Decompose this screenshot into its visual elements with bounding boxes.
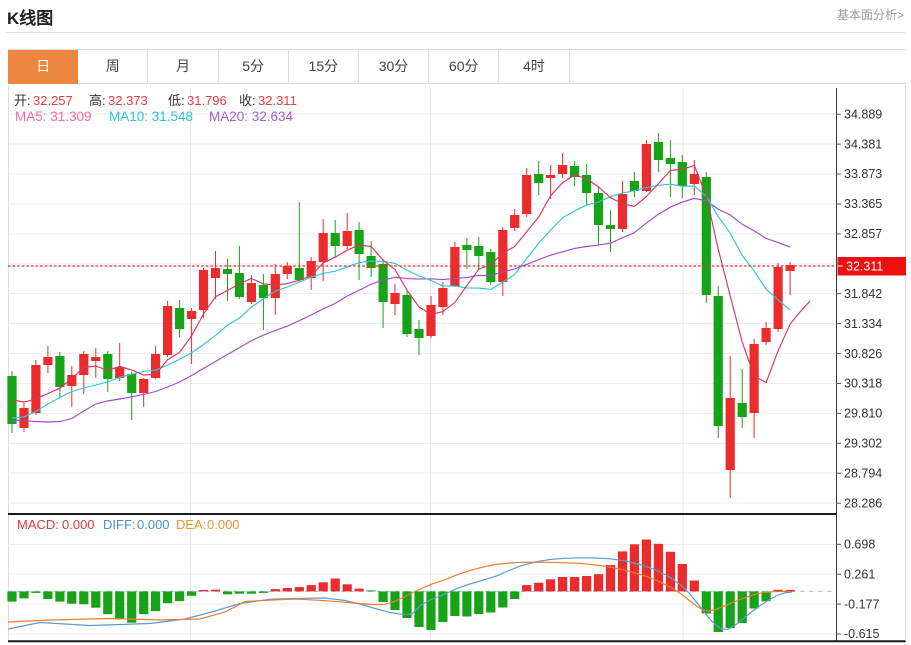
svg-text:32.257: 32.257: [33, 93, 73, 108]
svg-text:MA5: 31.309: MA5: 31.309: [15, 109, 92, 124]
svg-text:30.826: 30.826: [844, 347, 882, 361]
svg-text:33.365: 33.365: [844, 197, 882, 211]
svg-text:低:: 低:: [168, 93, 185, 108]
svg-text:29.302: 29.302: [844, 437, 882, 451]
svg-text:DEA:: DEA:: [176, 517, 206, 532]
svg-text:34.381: 34.381: [844, 137, 882, 151]
svg-text:30.318: 30.318: [844, 377, 882, 391]
svg-text:34.889: 34.889: [844, 107, 882, 121]
svg-text:32.857: 32.857: [844, 227, 882, 241]
svg-text:-0.615: -0.615: [844, 627, 879, 641]
svg-text:收:: 收:: [239, 93, 256, 108]
svg-text:32.373: 32.373: [108, 93, 148, 108]
svg-text:-0.177: -0.177: [844, 597, 879, 611]
svg-text:MACD:: MACD:: [17, 517, 59, 532]
svg-text:DIFF:: DIFF:: [103, 517, 136, 532]
svg-text:32.311: 32.311: [258, 93, 297, 108]
svg-text:32.311: 32.311: [846, 260, 883, 274]
svg-text:0.000: 0.000: [137, 517, 170, 532]
svg-text:28.286: 28.286: [844, 496, 882, 510]
svg-text:MA10: 31.548: MA10: 31.548: [109, 109, 193, 124]
svg-text:0.000: 0.000: [207, 517, 240, 532]
svg-text:31.334: 31.334: [844, 317, 882, 331]
svg-text:0.261: 0.261: [844, 567, 875, 581]
svg-text:31.796: 31.796: [187, 93, 227, 108]
svg-text:高:: 高:: [89, 93, 106, 108]
svg-text:0.000: 0.000: [62, 517, 95, 532]
svg-text:28.794: 28.794: [844, 466, 882, 480]
svg-text:33.873: 33.873: [844, 167, 882, 181]
svg-text:MA20: 32.634: MA20: 32.634: [209, 109, 294, 124]
svg-text:31.842: 31.842: [844, 287, 882, 301]
svg-text:29.810: 29.810: [844, 407, 882, 421]
svg-text:0.698: 0.698: [844, 538, 875, 552]
svg-text:开:: 开:: [14, 93, 31, 108]
